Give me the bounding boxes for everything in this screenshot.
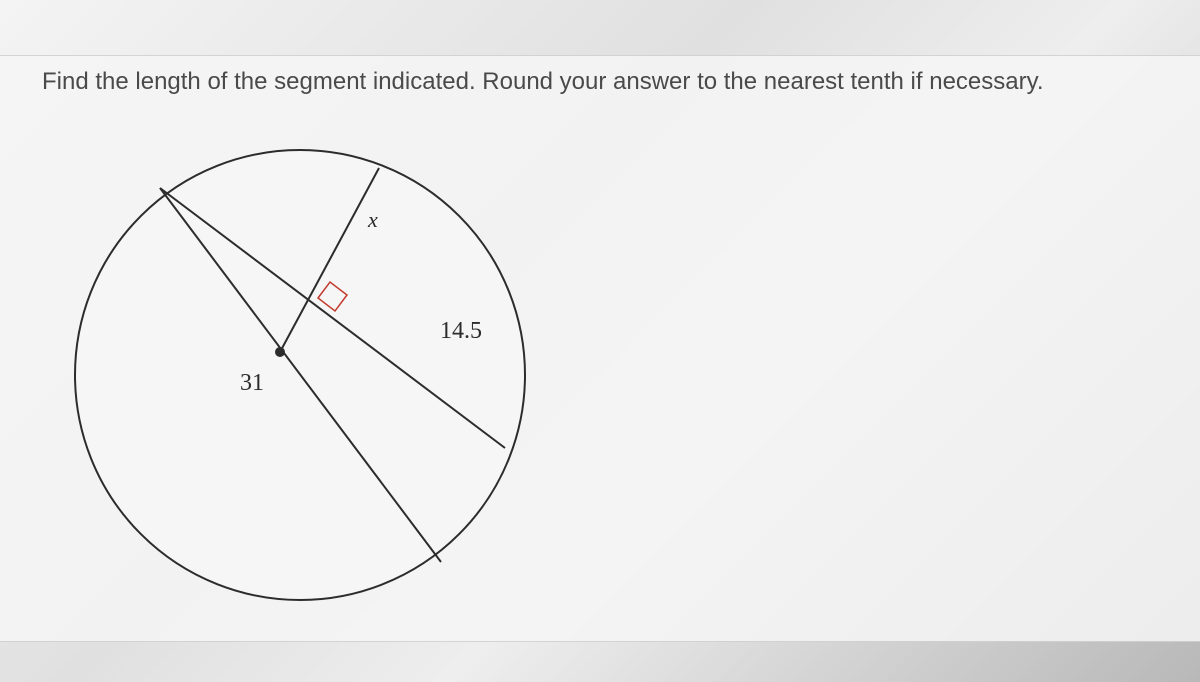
geometry-diagram: x 14.5 31	[40, 115, 570, 615]
label-14-5: 14.5	[440, 318, 482, 344]
label-31: 31	[240, 370, 264, 396]
center-point	[275, 347, 285, 357]
question-text: Find the length of the segment indicated…	[42, 68, 1043, 96]
geometry-svg: x 14.5 31	[40, 115, 570, 615]
page-root: Find the length of the segment indicated…	[0, 0, 1200, 682]
label-x: x	[367, 207, 378, 232]
